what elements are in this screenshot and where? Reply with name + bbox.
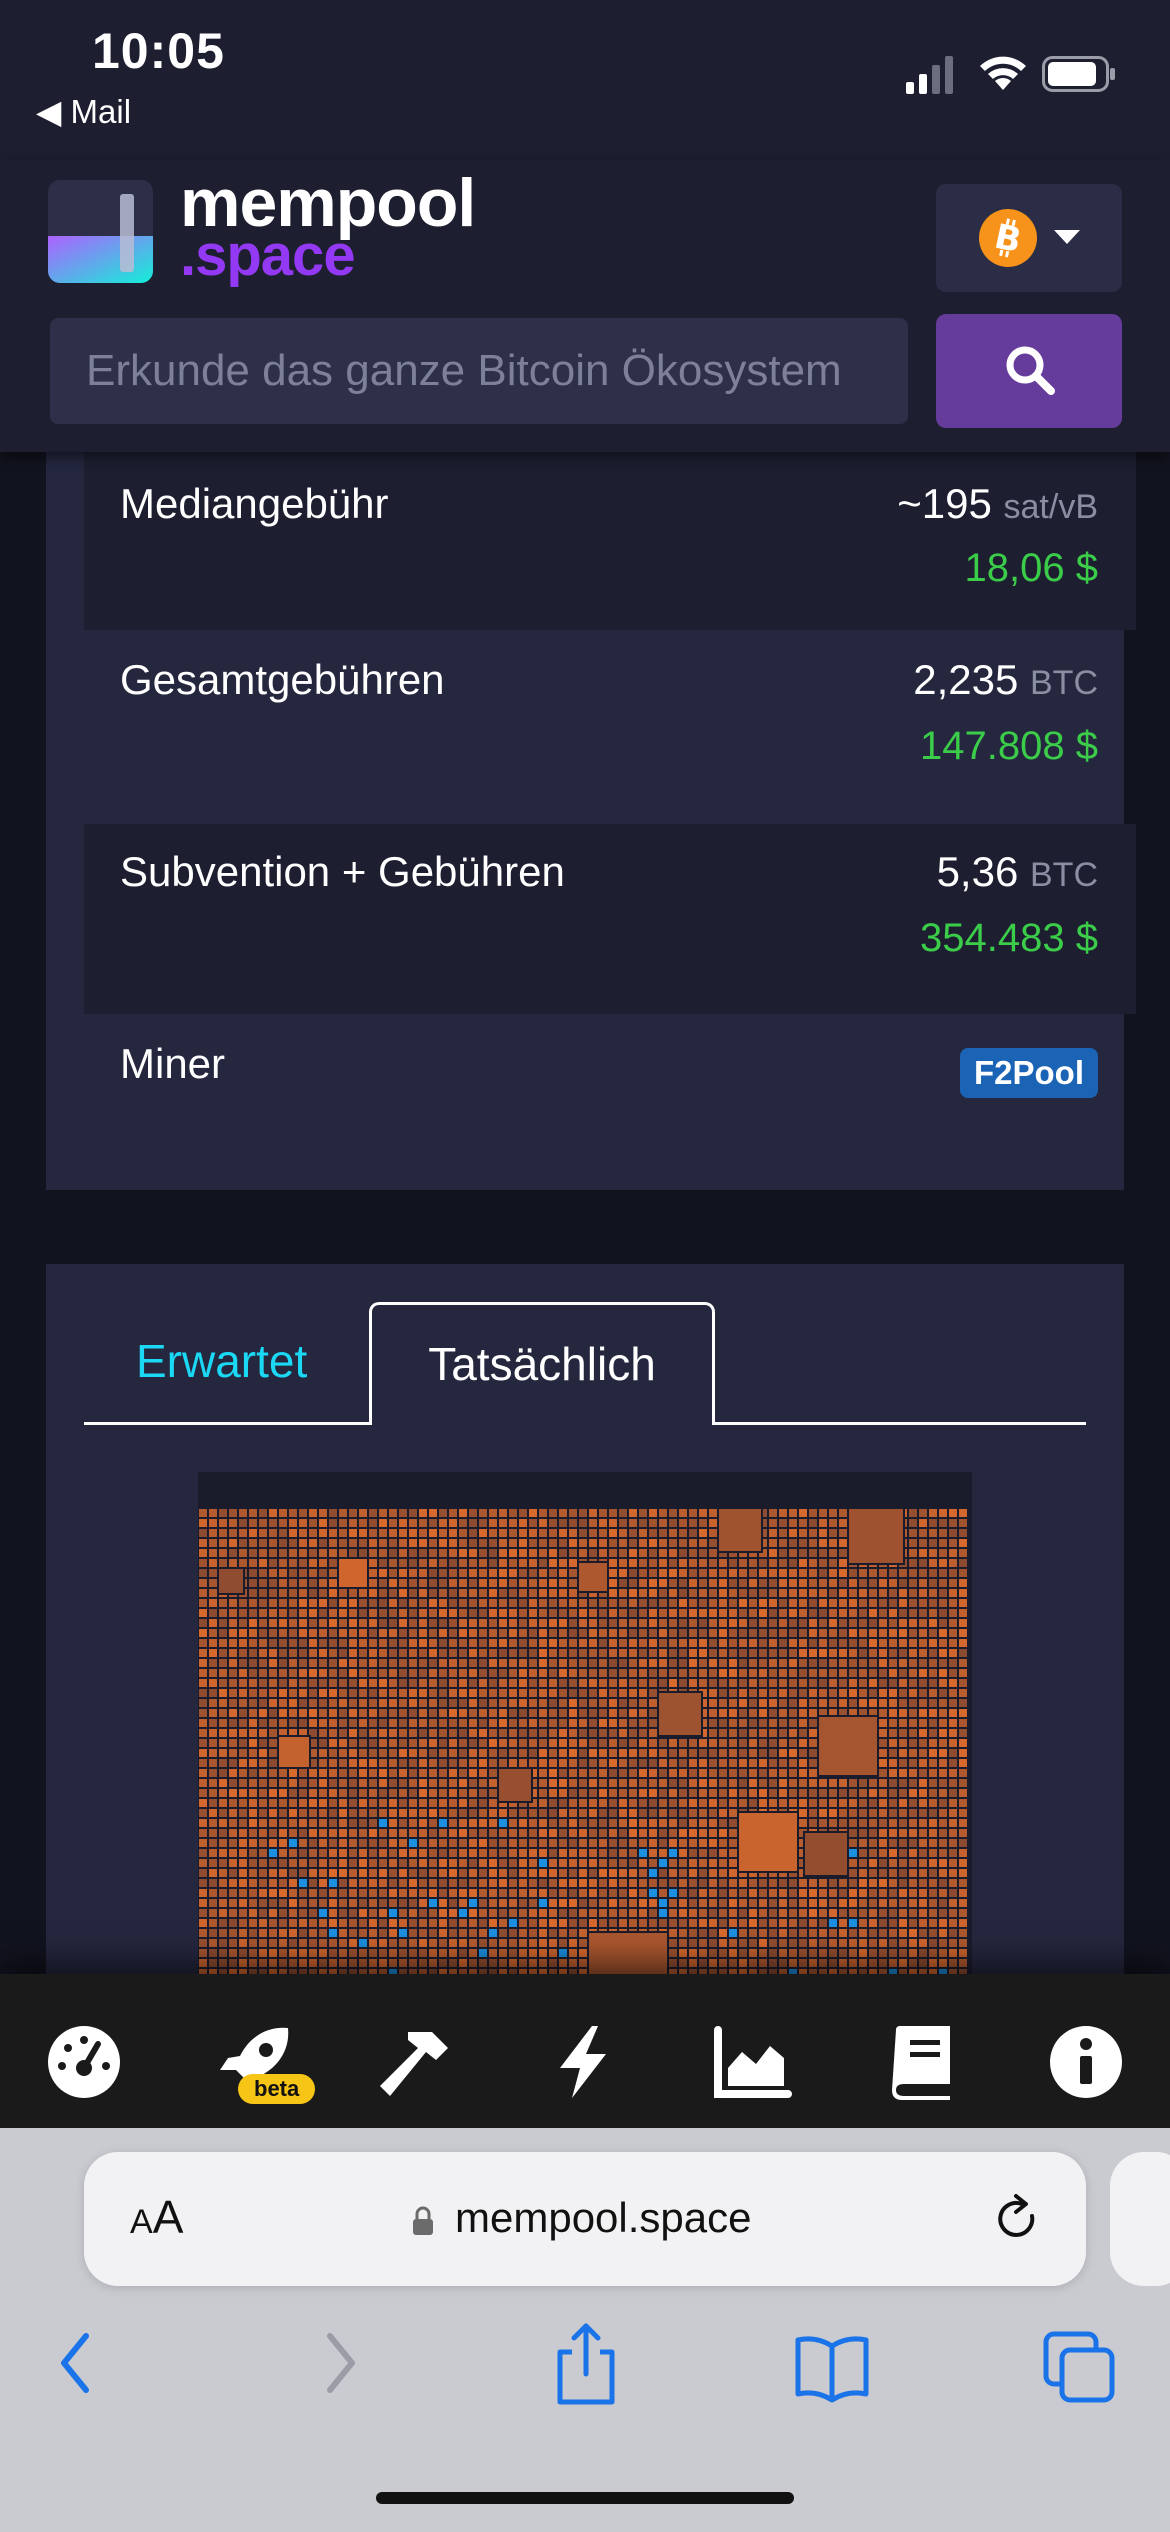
back-to-mail-link[interactable]: ◀ Mail bbox=[36, 93, 132, 130]
detail-label: Miner bbox=[120, 1040, 226, 1087]
detail-unit: BTC bbox=[1030, 664, 1098, 702]
cellular-signal-icon bbox=[906, 56, 953, 94]
tabs-icon[interactable] bbox=[1040, 2318, 1120, 2408]
detail-fiat: 18,06 $ bbox=[964, 546, 1098, 590]
detail-row-miner: Miner F2Pool bbox=[84, 1016, 1136, 1182]
address-bar[interactable] bbox=[84, 2152, 1086, 2286]
search-input[interactable] bbox=[50, 318, 908, 424]
miner-badge[interactable]: F2Pool bbox=[959, 1048, 1098, 1098]
bookmarks-icon[interactable] bbox=[792, 2318, 872, 2408]
text-size-button[interactable]: AA bbox=[130, 2191, 184, 2243]
chevron-down-icon bbox=[1054, 230, 1080, 244]
tab-actual-label: Tatsächlich bbox=[428, 1338, 656, 1390]
battery-icon bbox=[1042, 56, 1115, 92]
next-tab-address-bar[interactable] bbox=[1110, 2152, 1170, 2286]
detail-label: Subvention + Gebühren bbox=[120, 848, 565, 895]
detail-row-subsidy-fees: Subvention + Gebühren 5,36 BTC 354.483 $ bbox=[84, 824, 1136, 1014]
detail-fiat: 354.483 $ bbox=[920, 916, 1098, 960]
block-transaction-grid[interactable] bbox=[198, 1472, 972, 2032]
wifi-icon bbox=[980, 56, 1026, 90]
rocket-icon[interactable] bbox=[214, 2022, 294, 2102]
detail-row-median-fee: Mediangebühr ~195 sat/vB 18,06 $ bbox=[84, 440, 1136, 630]
detail-value: 5,36 BTC bbox=[937, 848, 1098, 896]
search-button[interactable] bbox=[936, 314, 1122, 428]
bitcoin-icon: B bbox=[979, 209, 1037, 267]
status-bar bbox=[0, 0, 1170, 160]
reload-icon[interactable] bbox=[992, 2192, 1044, 2248]
lightning-icon[interactable] bbox=[544, 2022, 624, 2102]
back-icon[interactable] bbox=[48, 2318, 128, 2408]
url-text[interactable]: mempool.space bbox=[455, 2194, 752, 2241]
detail-unit: sat/vB bbox=[1003, 488, 1098, 526]
detail-fiat: 147.808 $ bbox=[920, 724, 1098, 768]
info-icon[interactable] bbox=[1046, 2022, 1126, 2102]
tab-expected[interactable]: Erwartet bbox=[136, 1335, 308, 1387]
dashboard-icon[interactable] bbox=[44, 2022, 124, 2102]
detail-row-total-fees: Gesamtgebühren 2,235 BTC 147.808 $ bbox=[84, 632, 1136, 822]
detail-value: 2,235 BTC bbox=[913, 656, 1098, 704]
logo-text-space: .space bbox=[180, 223, 356, 288]
detail-value: ~195 sat/vB bbox=[897, 480, 1098, 528]
detail-label: Gesamtgebühren bbox=[120, 656, 445, 703]
share-icon[interactable] bbox=[546, 2318, 626, 2408]
detail-unit: BTC bbox=[1030, 856, 1098, 894]
lock-icon bbox=[413, 2206, 433, 2235]
search-icon bbox=[1006, 346, 1055, 395]
tab-actual[interactable]: Tatsächlich bbox=[369, 1302, 715, 1425]
detail-amount: 2,235 bbox=[913, 656, 1019, 703]
mempool-logo-icon[interactable] bbox=[48, 180, 153, 283]
home-indicator bbox=[376, 2492, 794, 2504]
detail-label: Mediangebühr bbox=[120, 480, 389, 527]
hammer-icon[interactable] bbox=[374, 2022, 454, 2102]
forward-icon[interactable] bbox=[298, 2318, 378, 2408]
detail-amount: ~195 bbox=[897, 480, 992, 527]
detail-amount: 5,36 bbox=[936, 848, 1019, 895]
logo-text-mempool: mempool bbox=[180, 165, 476, 241]
docs-icon[interactable] bbox=[882, 2022, 962, 2102]
graph-icon[interactable] bbox=[712, 2022, 792, 2102]
beta-badge: beta bbox=[238, 2074, 316, 2104]
status-time: 10:05 bbox=[92, 23, 225, 79]
